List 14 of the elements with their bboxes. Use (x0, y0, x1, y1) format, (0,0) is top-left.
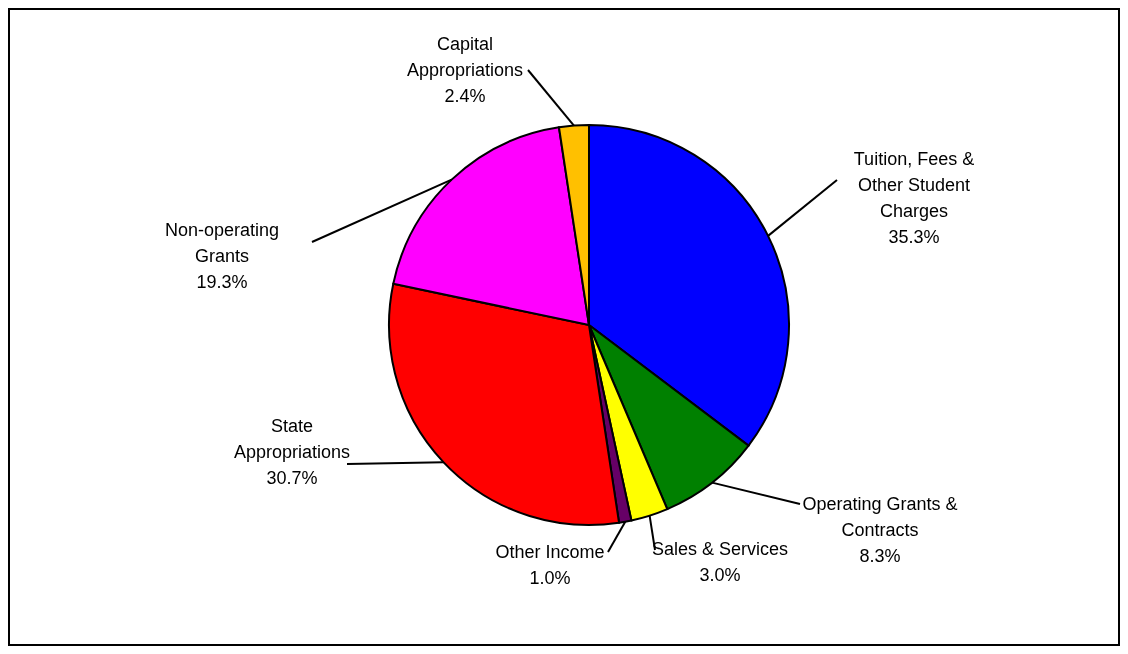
slice-label: Sales & Services (651, 539, 789, 559)
data-label: 8.3% (859, 546, 901, 566)
data-label: 2.4% (444, 86, 486, 106)
data-label: 35.3% (888, 227, 940, 247)
slice-label: Capital Appropriations (406, 34, 524, 80)
slice-label: Operating Grants & Contracts (802, 494, 958, 540)
slice-label: Tuition, Fees & Other Student Charges (853, 149, 975, 221)
data-label: 3.0% (699, 565, 741, 585)
slice-label: Non-operating Grants (164, 220, 280, 266)
slice-label: State Appropriations (233, 416, 351, 462)
data-label: 1.0% (529, 568, 571, 588)
data-label: 30.7% (266, 468, 318, 488)
slice-label: Other Income (495, 542, 605, 562)
data-label: 19.3% (196, 272, 248, 292)
